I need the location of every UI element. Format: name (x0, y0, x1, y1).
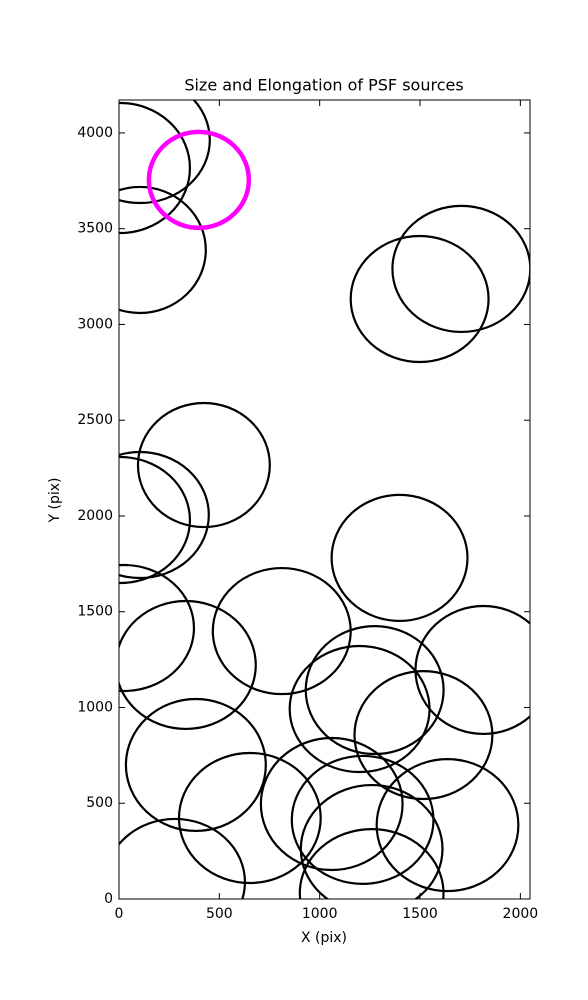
y-tick-label: 1000 (77, 699, 113, 715)
x-tick-label: 1500 (402, 906, 438, 922)
psf-ellipse (119, 100, 211, 205)
plot-area (119, 100, 530, 899)
y-tick-label: 3000 (77, 316, 113, 332)
x-tick-label: 0 (115, 906, 124, 922)
psf-ellipse (119, 185, 207, 315)
psf-ellipse (298, 828, 445, 899)
psf-ellipse (353, 669, 494, 801)
x-tick-label: 1000 (302, 906, 338, 922)
psf-ellipse (288, 644, 431, 774)
y-tick-label: 4000 (77, 125, 113, 141)
psf-ellipse (119, 599, 257, 731)
psf-ellipse (259, 736, 404, 872)
psf-ellipse (349, 234, 490, 364)
psf-ellipse (124, 697, 267, 833)
psf-ellipse (146, 129, 252, 231)
psf-ellipse (177, 751, 322, 885)
psf-ellipse (211, 566, 352, 696)
psf-ellipse (414, 604, 530, 735)
chart-title: Size and Elongation of PSF sources (184, 76, 463, 95)
psf-ellipse (304, 624, 445, 756)
psf-ellipse (299, 783, 444, 899)
y-tick-label: 2000 (77, 508, 113, 524)
x-tick-label: 2000 (503, 906, 539, 922)
y-tick-label: 500 (86, 795, 113, 811)
psf-ellipse (290, 754, 435, 885)
y-tick-label: 3500 (77, 221, 113, 237)
x-tick-label: 500 (206, 906, 233, 922)
psf-ellipse (119, 101, 192, 235)
psf-ellipse (119, 450, 210, 580)
psf-ellipse (330, 493, 469, 623)
psf-ellipse (375, 757, 520, 893)
axes-frame (118, 99, 531, 900)
y-tick-label: 0 (104, 891, 113, 907)
psf-ellipse (136, 401, 271, 529)
x-axis-label: X (pix) (301, 930, 347, 946)
psf-ellipse (391, 204, 530, 334)
psf-ellipse (119, 817, 247, 899)
y-tick-label: 1500 (77, 604, 113, 620)
psf-ellipse (119, 563, 196, 693)
y-tick-label: 2500 (77, 412, 113, 428)
psf-ellipse (119, 455, 192, 585)
y-axis-label: Y (pix) (47, 478, 63, 524)
